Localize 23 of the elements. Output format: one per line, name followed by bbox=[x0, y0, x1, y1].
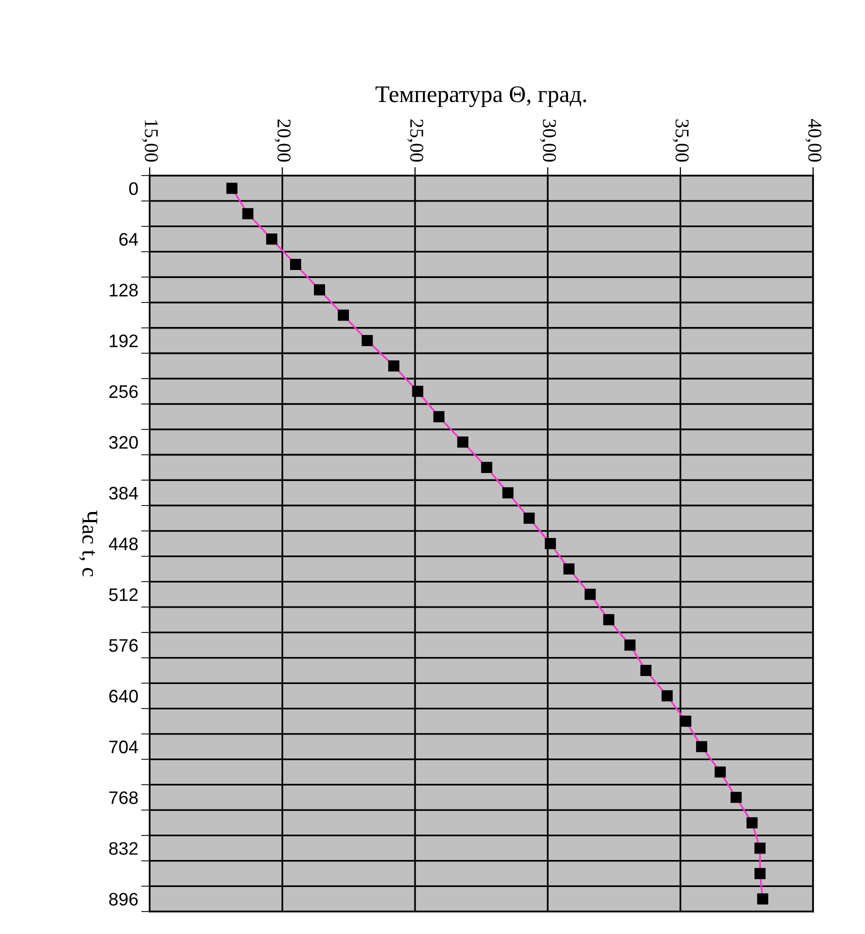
x-tick-label: 15,00 bbox=[142, 120, 158, 162]
x-tick-label: 20,00 bbox=[274, 120, 291, 162]
y-axis-title: Час t, с bbox=[79, 510, 98, 576]
y-tick-label: 320 bbox=[109, 436, 138, 449]
y-tick-label: 448 bbox=[108, 538, 138, 550]
y-tick-label: 704 bbox=[109, 740, 138, 754]
y-tick-label: 384 bbox=[109, 486, 138, 500]
x-tick-label: 40,00 bbox=[805, 119, 822, 162]
x-tick-label: 35,00 bbox=[672, 120, 689, 162]
y-tick-label: 512 bbox=[109, 588, 138, 602]
y-tick-label: 256 bbox=[109, 385, 138, 398]
x-axis-title: Температура Θ, град. bbox=[376, 86, 586, 108]
y-tick-label: 0 bbox=[129, 182, 138, 195]
y-tick-label: 64 bbox=[119, 232, 138, 246]
y-tick-label: 768 bbox=[109, 791, 138, 804]
y-tick-label: 128 bbox=[110, 284, 138, 297]
y-tick-label: 576 bbox=[109, 639, 138, 652]
y-tick-label: 832 bbox=[109, 842, 138, 855]
y-tick-label: 640 bbox=[109, 690, 138, 703]
x-tick-label: 25,00 bbox=[407, 120, 424, 162]
x-tick-label: 30,00 bbox=[540, 120, 556, 162]
y-tick-label: 896 bbox=[109, 892, 138, 906]
y-tick-label: 192 bbox=[110, 334, 138, 348]
